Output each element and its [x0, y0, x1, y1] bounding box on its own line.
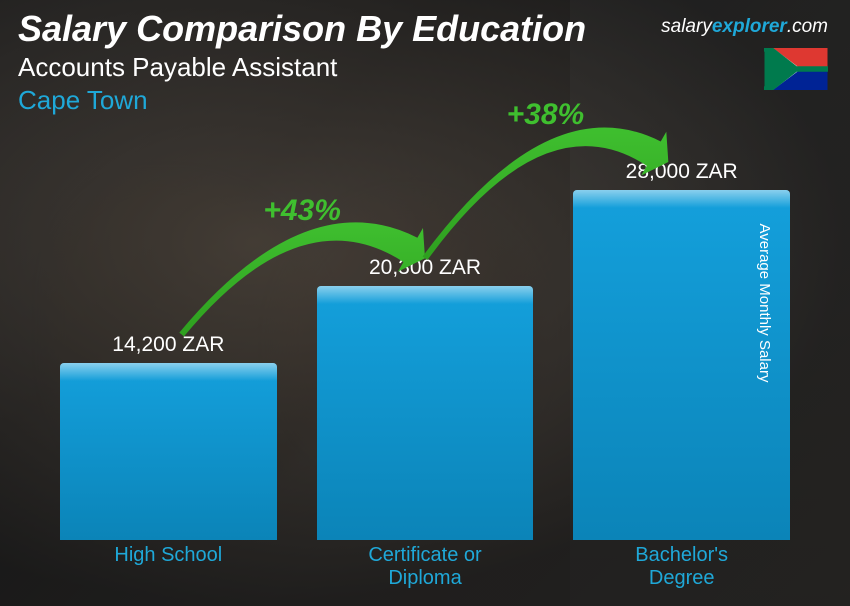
job-title: Accounts Payable Assistant [18, 52, 832, 83]
bar-value-label: 28,000 ZAR [626, 160, 738, 184]
location: Cape Town [18, 85, 832, 116]
flag-icon [764, 48, 828, 90]
bar-value-label: 20,300 ZAR [369, 256, 481, 280]
brand-logo: salaryexplorer.com [661, 16, 828, 38]
bars-container: 14,200 ZAR 20,300 ZAR 28,000 ZAR [60, 130, 790, 540]
brand-part: .com [787, 16, 828, 37]
bar-wrap: 20,300 ZAR [317, 256, 534, 540]
bar-wrap: 14,200 ZAR [60, 333, 277, 541]
brand-part: salary [661, 16, 712, 37]
bar-category-label: High School [60, 540, 277, 588]
bar-value-label: 14,200 ZAR [112, 333, 224, 357]
bar [317, 286, 534, 540]
bar-highlight [317, 286, 534, 304]
bar-highlight [60, 363, 277, 381]
y-axis-label: Average Monthly Salary [756, 224, 773, 383]
bar-chart: 14,200 ZAR 20,300 ZAR 28,000 ZAR High Scho… [60, 130, 790, 588]
brand-part: explorer [712, 16, 787, 37]
bar-category-label: Certificate orDiploma [317, 540, 534, 588]
bar-highlight [573, 190, 790, 208]
bar-category-label: Bachelor'sDegree [573, 540, 790, 588]
increase-pct-label: +43% [263, 194, 341, 228]
bar [60, 363, 277, 541]
labels-container: High School Certificate orDiploma Bachelor… [60, 540, 790, 588]
